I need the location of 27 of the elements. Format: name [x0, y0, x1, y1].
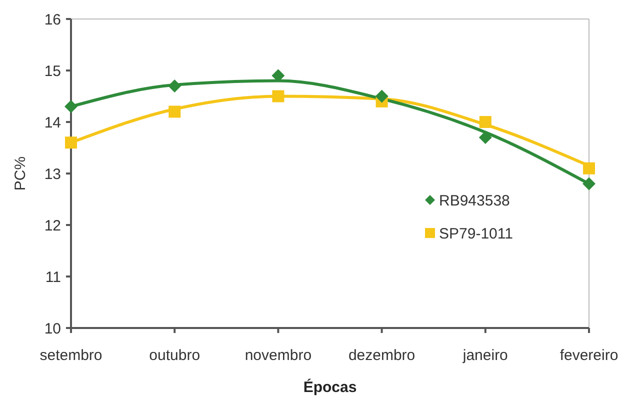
point — [479, 116, 492, 128]
point — [272, 90, 284, 102]
x-tick-label: fevereiro — [560, 347, 618, 364]
point — [272, 69, 285, 82]
point — [375, 90, 388, 103]
y-tick-label: 13 — [44, 166, 61, 183]
legend-label: RB943538 — [439, 192, 510, 210]
y-tick-label: 10 — [44, 320, 61, 338]
legend-label: SP79-1011 — [439, 225, 513, 242]
point — [64, 100, 78, 114]
point — [168, 106, 181, 118]
y-tick-label: 14 — [44, 114, 61, 132]
y-tick-label: 12 — [44, 217, 61, 234]
point — [65, 136, 77, 149]
y-tick-label: 11 — [45, 268, 61, 286]
y-tick-label: 15 — [44, 62, 61, 80]
x-axis-title: Épocas — [303, 378, 357, 396]
point — [168, 79, 182, 92]
x-tick-label: setembro — [40, 347, 102, 364]
y-axis-title: PC% — [12, 156, 29, 191]
y-tick-label: 16 — [44, 11, 61, 28]
point — [582, 177, 596, 190]
x-tick-label: janeiro — [462, 347, 508, 364]
x-tick-label: novembro — [244, 347, 312, 364]
x-tick-label: outubro — [149, 347, 200, 364]
point — [583, 162, 595, 174]
x-tick-label: dezembro — [348, 347, 416, 364]
